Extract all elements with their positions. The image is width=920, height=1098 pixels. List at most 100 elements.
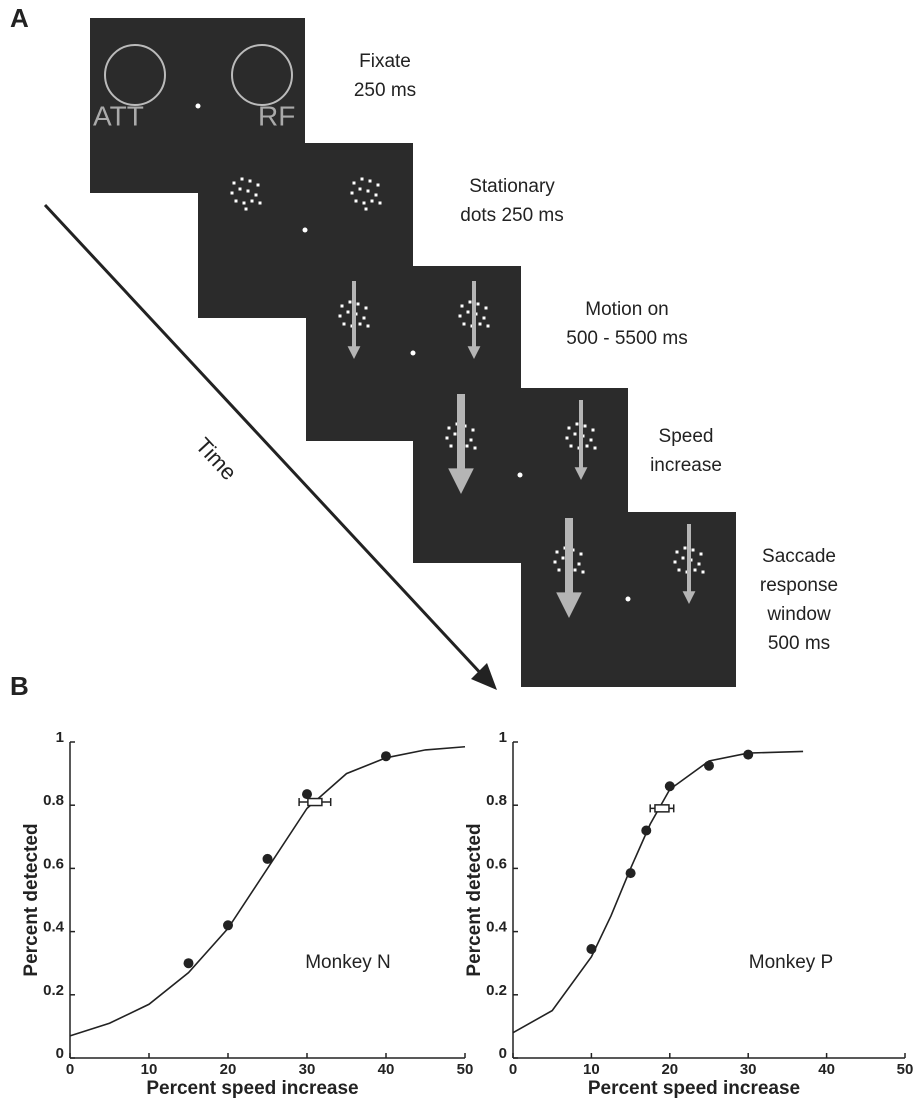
data-point xyxy=(262,853,273,864)
dot xyxy=(561,556,565,560)
x-tick-label: 30 xyxy=(740,1061,757,1078)
dot xyxy=(591,428,595,432)
data-point xyxy=(743,749,754,760)
dot xyxy=(458,314,462,318)
y-tick-label: 0.2 xyxy=(43,982,64,999)
dot xyxy=(447,426,451,430)
dot xyxy=(362,201,366,205)
data-point xyxy=(183,958,194,969)
frame-caption: window xyxy=(766,604,831,625)
motion-arrow-head xyxy=(347,346,361,359)
dot xyxy=(378,201,382,205)
y-tick-label: 0 xyxy=(56,1045,64,1062)
dot xyxy=(697,562,701,566)
motion-arrow-head xyxy=(556,592,582,618)
dot xyxy=(453,432,457,436)
dot xyxy=(469,438,473,442)
dot xyxy=(342,322,346,326)
dot xyxy=(673,560,677,564)
frame-caption: Speed xyxy=(659,426,714,447)
x-tick-label: 30 xyxy=(299,1061,316,1078)
dot xyxy=(466,310,470,314)
x-tick-label: 10 xyxy=(583,1061,600,1078)
dot xyxy=(573,432,577,436)
motion-arrow-head xyxy=(574,467,588,480)
dot xyxy=(468,300,472,304)
frame-caption: 500 - 5500 ms xyxy=(566,328,687,349)
dot xyxy=(585,444,589,448)
dot xyxy=(368,179,372,183)
dot xyxy=(589,438,593,442)
time-arrow xyxy=(43,203,487,680)
frame-caption: Fixate xyxy=(359,51,411,72)
dot xyxy=(376,183,380,187)
annotation: Monkey N xyxy=(305,952,391,973)
motion-arrow xyxy=(687,524,691,592)
receptive-field xyxy=(231,44,293,106)
dot xyxy=(581,570,585,574)
dot xyxy=(234,199,238,203)
x-axis-label: Percent speed increase xyxy=(588,1078,800,1098)
y-tick-label: 0.8 xyxy=(43,792,64,809)
y-tick-label: 0 xyxy=(499,1045,507,1062)
data-point xyxy=(625,868,636,879)
dot xyxy=(553,560,557,564)
frame-caption: Stationary xyxy=(469,176,555,197)
fixation-point xyxy=(195,103,201,109)
dot xyxy=(565,436,569,440)
fixation-point xyxy=(625,596,631,602)
dot xyxy=(449,444,453,448)
dot xyxy=(471,428,475,432)
panel-label: A xyxy=(10,3,29,33)
frame-caption: increase xyxy=(650,455,722,476)
dot xyxy=(699,552,703,556)
motion-arrow xyxy=(352,281,356,347)
data-point xyxy=(586,943,597,954)
fit-curve xyxy=(69,745,466,1037)
x-tick-label: 0 xyxy=(66,1061,74,1078)
y-tick-label: 0.6 xyxy=(486,855,507,872)
y-axis-label: Percent detected xyxy=(464,823,485,976)
data-point xyxy=(302,789,312,800)
data-point xyxy=(381,751,391,762)
motion-arrow-head xyxy=(448,468,474,494)
dot xyxy=(352,181,356,185)
x-axis-label: Percent speed increase xyxy=(146,1078,358,1098)
x-tick-label: 50 xyxy=(457,1061,474,1078)
dot xyxy=(366,189,370,193)
motion-arrow xyxy=(565,518,573,594)
dot xyxy=(364,306,368,310)
dot xyxy=(350,191,354,195)
y-tick-label: 1 xyxy=(56,729,64,746)
dot xyxy=(230,191,234,195)
dot xyxy=(362,316,366,320)
dot xyxy=(358,322,362,326)
dot xyxy=(683,546,687,550)
x-tick-label: 20 xyxy=(661,1061,678,1078)
dot xyxy=(360,177,364,181)
x-tick-label: 0 xyxy=(509,1061,517,1078)
motion-arrow xyxy=(579,400,583,468)
dot xyxy=(250,199,254,203)
y-tick-label: 0.4 xyxy=(486,919,508,936)
frame-caption: Motion on xyxy=(585,299,668,320)
dot xyxy=(254,193,258,197)
dot xyxy=(473,446,477,450)
receptive-field xyxy=(104,44,166,106)
dot xyxy=(577,562,581,566)
annotation: Monkey P xyxy=(749,952,833,973)
dot xyxy=(340,304,344,308)
motion-arrow xyxy=(472,281,476,347)
dot xyxy=(486,324,490,328)
data-point xyxy=(641,825,652,836)
dot xyxy=(366,324,370,328)
y-tick-label: 1 xyxy=(499,729,507,746)
motion-arrow-head xyxy=(682,591,696,604)
dot xyxy=(374,193,378,197)
dot xyxy=(348,300,352,304)
y-tick-label: 0.2 xyxy=(486,982,507,999)
frame-caption: 500 ms xyxy=(768,633,830,654)
dot xyxy=(701,570,705,574)
fixation-point xyxy=(410,350,416,356)
